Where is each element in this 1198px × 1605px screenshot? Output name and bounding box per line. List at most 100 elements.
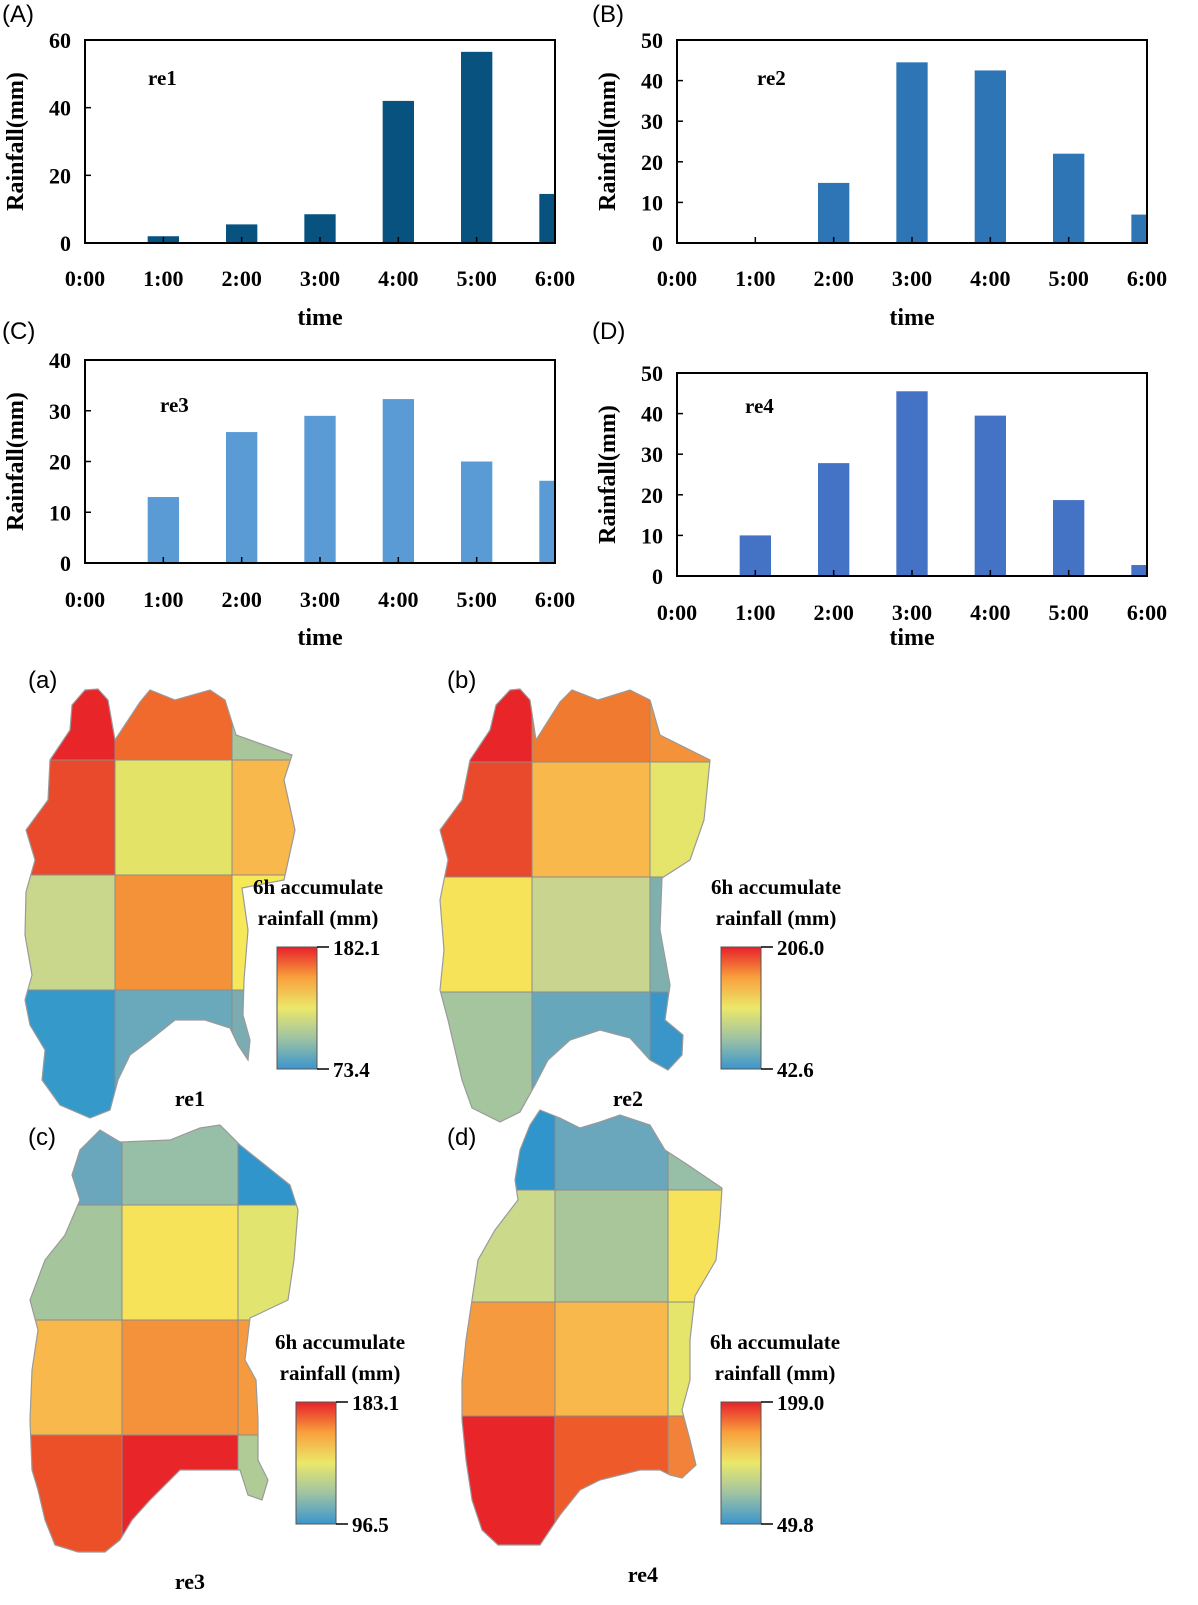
bar: [461, 51, 493, 243]
bar: [382, 100, 414, 243]
y-tick-label: 30: [641, 109, 663, 134]
panel-label: (C): [2, 318, 35, 345]
grid-cell: [114, 759, 233, 876]
x-tick-label: 6:00: [535, 587, 575, 612]
grid-cell: [237, 1204, 298, 1321]
panel-label: (b): [447, 667, 476, 694]
x-tick-label: 5:00: [457, 266, 497, 291]
grid-cell: [25, 874, 116, 991]
grid-cell: [667, 1415, 722, 1545]
grid-cell: [30, 1319, 123, 1436]
grid-cell: [25, 989, 116, 1118]
y-tick-label: 40: [641, 402, 663, 427]
y-tick-label: 40: [49, 348, 71, 373]
legend-title: rainfall (mm): [258, 906, 379, 930]
y-tick-label: 10: [49, 500, 71, 525]
grid-cell: [649, 761, 710, 878]
y-axis-title: Rainfall(mm): [3, 392, 29, 531]
bar-group: [739, 391, 1147, 576]
bar-charts: (A) 0 20 40 60 0:00 1:00 2:00 3:00 4:00 5:00 6:00 ti…: [2, 1, 1167, 651]
y-axis-title: Rainfall(mm): [595, 405, 621, 544]
bar-group: [147, 51, 555, 243]
x-tick-label: 6:00: [1127, 600, 1167, 625]
y-axis-title: Rainfall(mm): [3, 72, 29, 211]
legend-min-value: 49.8: [777, 1513, 814, 1537]
rainfall-map-re3: (c) 6h accumulate rainfall (mm) 183.1 96.5 re…: [28, 1124, 405, 1594]
colorbar: [295, 1401, 337, 1525]
x-tick-label: 0:00: [65, 587, 105, 612]
bar: [1053, 153, 1085, 243]
grid-cell: [667, 1301, 722, 1417]
grid-cell: [649, 876, 710, 993]
y-tick-label: 0: [652, 231, 663, 256]
panel-label: (a): [28, 667, 57, 694]
bar: [226, 224, 258, 243]
x-tick-label: 3:00: [300, 266, 340, 291]
grid-cell: [440, 689, 533, 763]
y-tick-label: 0: [652, 564, 663, 589]
grid-cell: [237, 1125, 298, 1206]
x-tick-label: 2:00: [814, 600, 854, 625]
legend-max-value: 206.0: [777, 936, 824, 960]
x-tick-label: 4:00: [970, 266, 1010, 291]
map-cells: [462, 1110, 722, 1545]
rainfall-map-re2: (b) 6h accumulate rainfall (mm) 206.0 42.6 re…: [439, 667, 841, 1123]
grid-cell: [114, 689, 233, 761]
y-tick-label: 30: [49, 399, 71, 424]
basin-outline: [461, 1109, 723, 1546]
grid-cell: [114, 989, 233, 1118]
bar: [818, 182, 850, 243]
basin-outline: [439, 688, 711, 1123]
legend-max-value: 182.1: [333, 936, 380, 960]
grid-cell: [531, 761, 651, 878]
grid-cell: [121, 1434, 239, 1552]
x-tick-label: 1:00: [735, 600, 775, 625]
x-tick-label: 2:00: [814, 266, 854, 291]
legend-title: rainfall (mm): [715, 1361, 836, 1385]
bar: [896, 62, 928, 243]
x-tick-label: 2:00: [222, 587, 262, 612]
legend-min-value: 96.5: [352, 1513, 389, 1537]
y-tick-label: 40: [641, 69, 663, 94]
x-tick-label: 5:00: [1049, 266, 1089, 291]
legend-title: rainfall (mm): [716, 906, 837, 930]
grid-cell: [114, 874, 233, 991]
colorbar: [720, 946, 762, 1070]
bar: [147, 497, 179, 563]
x-tick-label: 3:00: [892, 600, 932, 625]
x-tick-label: 6:00: [1127, 266, 1167, 291]
series-tag: re1: [148, 66, 177, 90]
grid-cell: [554, 1415, 669, 1545]
grid-cell: [30, 1204, 123, 1321]
bar-chart-re3: (C) 0 10 20 30 40 0:00 1:00 2:00 3:00 4:00 5:00 6:00…: [2, 318, 575, 651]
bar: [1131, 565, 1147, 576]
grid-cell: [531, 689, 651, 763]
x-tick-label: 0:00: [657, 266, 697, 291]
grid-cell: [237, 1434, 298, 1552]
y-tick-label: 10: [641, 190, 663, 215]
grid-cell: [121, 1319, 239, 1436]
y-tick-label: 20: [49, 450, 71, 475]
y-tick-label: 60: [49, 28, 71, 53]
legend-max-value: 199.0: [777, 1391, 824, 1415]
bar-group: [818, 62, 1147, 243]
rainfall-map-re1: (a) 6h accumulate rainfall (mm) 182.1 73.4 re…: [24, 667, 383, 1119]
x-axis-title: time: [889, 305, 935, 331]
y-tick-label: 20: [641, 150, 663, 175]
map-cells: [25, 689, 295, 1118]
bar-chart-re4: (D) 0 10 20 30 40 50 0:00 1:00 2:00 3:00 4:00 5:00 6:…: [592, 318, 1167, 651]
bar: [974, 415, 1006, 576]
grid-cell: [531, 876, 651, 993]
bar: [739, 535, 771, 576]
panel-label: (B): [592, 1, 624, 28]
grid-cell: [440, 991, 533, 1122]
bar: [1053, 500, 1085, 576]
basin-outline: [24, 688, 296, 1119]
basin-outline: [29, 1124, 299, 1553]
series-tag: re4: [745, 394, 774, 418]
map-cells: [30, 1125, 298, 1552]
series-tag: re2: [757, 66, 786, 90]
legend-title: 6h accumulate: [275, 1330, 405, 1354]
bar: [1131, 214, 1147, 243]
